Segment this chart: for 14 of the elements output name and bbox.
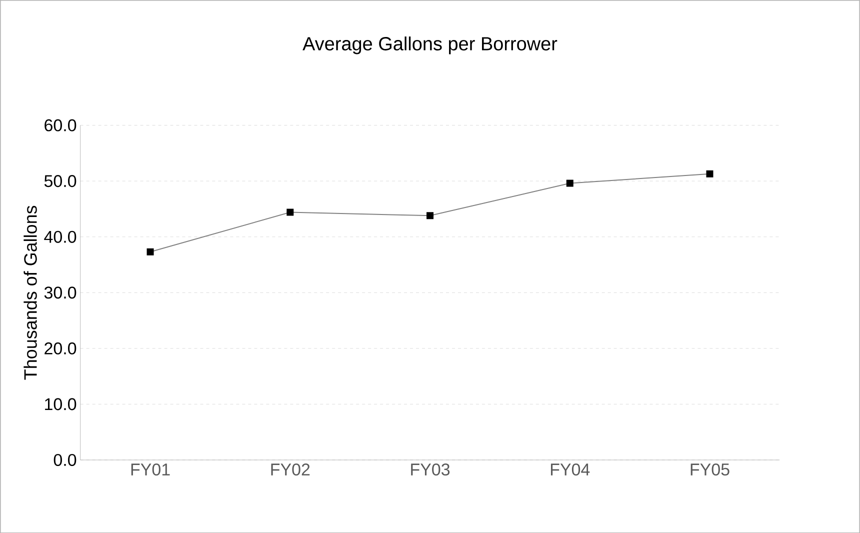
x-tick-label: FY03: [411, 463, 450, 476]
chart-title: Average Gallons per Borrower: [302, 36, 558, 54]
y-tick-label: 30.0: [44, 286, 76, 299]
x-tick-label: FY02: [271, 463, 310, 476]
x-tick-label: FY05: [690, 463, 730, 476]
y-tick-label: 40.0: [44, 230, 76, 243]
y-axis-title: Thousands of Gallons: [24, 206, 37, 380]
y-tick-label: 10.0: [45, 398, 76, 410]
y-tick-label: 20.0: [44, 342, 76, 354]
y-tick-label: 0.0: [54, 454, 76, 466]
y-tick-label: 50.0: [44, 174, 76, 187]
y-tick-label: 60.0: [44, 119, 76, 132]
x-tick-label: FY01: [131, 463, 170, 476]
x-tick-label: FY04: [550, 463, 590, 476]
